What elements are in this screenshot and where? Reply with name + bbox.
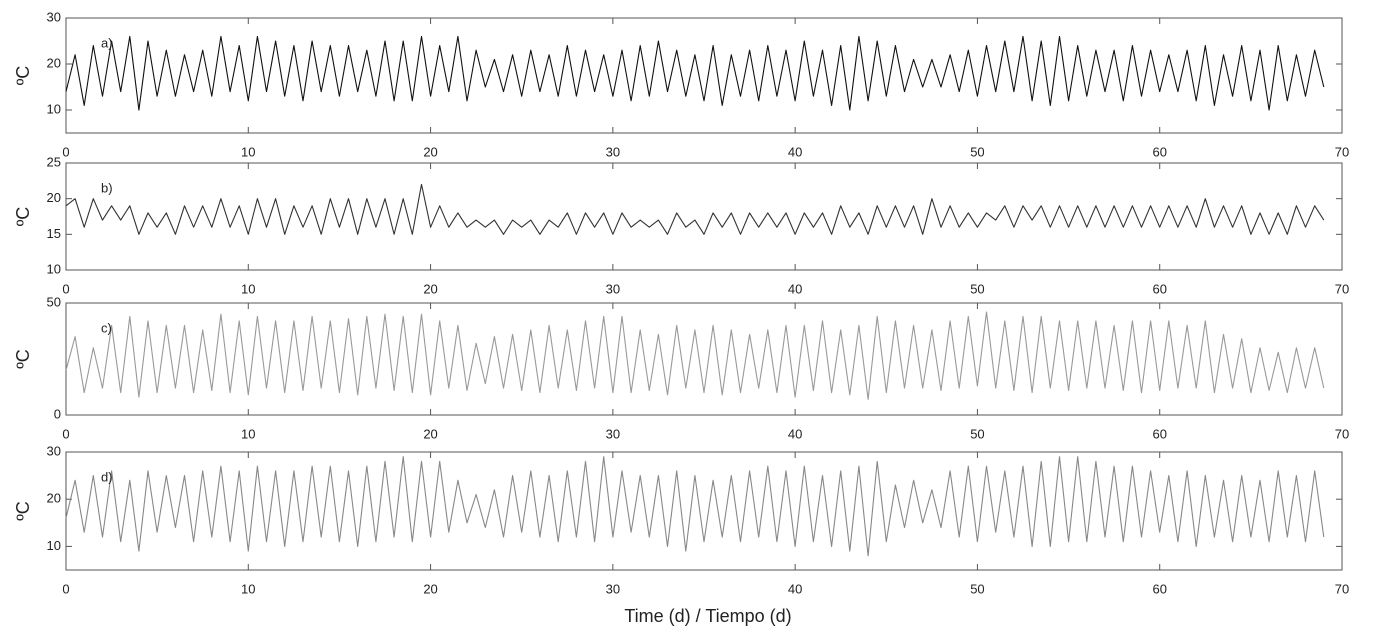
x-tick-label: 70	[1335, 281, 1349, 296]
x-tick-label: 60	[1152, 144, 1166, 159]
y-tick-label: 15	[47, 226, 61, 241]
x-tick-label: 40	[788, 144, 802, 159]
panel: 0 10 20 30 40 50 60 70 10 20 30 a) ºC	[13, 9, 1349, 159]
x-tick-label: 20	[423, 281, 437, 296]
x-tick-label: 40	[788, 426, 802, 441]
x-tick-label: 50	[970, 144, 984, 159]
series-line	[65, 183, 1325, 235]
x-tick-label: 0	[62, 281, 69, 296]
x-tick-label: 50	[970, 281, 984, 296]
x-axis-label: Time (d) / Tiempo (d)	[624, 606, 791, 626]
panel: 0 10 20 30 40 50 60 70 10 20 30 d) ºC Time (d) / Tiem…	[13, 443, 1349, 625]
x-tick-label: 20	[423, 144, 437, 159]
plot-box	[65, 302, 1343, 416]
y-axis-label: ºC	[13, 349, 33, 369]
panel-label: b)	[101, 180, 113, 195]
x-tick-label: 0	[62, 581, 69, 596]
series-line	[65, 456, 1325, 557]
y-axis-label: ºC	[13, 501, 33, 521]
x-tick-label: 20	[423, 581, 437, 596]
y-tick-label: 0	[54, 406, 61, 421]
x-tick-label: 10	[241, 426, 255, 441]
y-tick-label: 10	[47, 261, 61, 276]
series-line	[65, 311, 1325, 400]
panel-label: c)	[101, 320, 112, 335]
x-tick-label: 10	[241, 281, 255, 296]
y-tick-label: 25	[47, 154, 61, 169]
x-tick-label: 10	[241, 144, 255, 159]
plot-box	[65, 162, 1343, 271]
x-tick-label: 70	[1335, 144, 1349, 159]
y-tick-label: 30	[47, 9, 61, 24]
y-axis-label: ºC	[13, 66, 33, 86]
x-tick-label: 60	[1152, 426, 1166, 441]
x-tick-label: 40	[788, 281, 802, 296]
x-tick-label: 70	[1335, 581, 1349, 596]
x-tick-label: 10	[241, 581, 255, 596]
y-tick-label: 30	[47, 443, 61, 458]
x-tick-label: 30	[606, 581, 620, 596]
plot-box	[65, 451, 1343, 571]
y-tick-label: 20	[47, 491, 61, 506]
plot-box	[65, 17, 1343, 134]
x-tick-label: 30	[606, 426, 620, 441]
y-tick-label: 50	[47, 294, 61, 309]
x-tick-label: 40	[788, 581, 802, 596]
series-line	[65, 35, 1325, 111]
y-tick-label: 20	[47, 190, 61, 205]
x-tick-label: 20	[423, 426, 437, 441]
x-tick-label: 50	[970, 426, 984, 441]
x-tick-label: 0	[62, 144, 69, 159]
y-tick-label: 10	[47, 101, 61, 116]
y-axis-label: ºC	[13, 207, 33, 227]
x-tick-label: 0	[62, 426, 69, 441]
x-tick-label: 60	[1152, 281, 1166, 296]
panel: 0 10 20 30 40 50 60 70 0 50 c) ºC	[13, 294, 1349, 441]
x-tick-label: 60	[1152, 581, 1166, 596]
y-tick-label: 10	[47, 538, 61, 553]
panel-label: d)	[101, 469, 113, 484]
x-tick-label: 30	[606, 144, 620, 159]
x-tick-label: 50	[970, 581, 984, 596]
x-tick-label: 30	[606, 281, 620, 296]
y-tick-label: 20	[47, 55, 61, 70]
panel-label: a)	[101, 35, 113, 50]
x-tick-label: 70	[1335, 426, 1349, 441]
